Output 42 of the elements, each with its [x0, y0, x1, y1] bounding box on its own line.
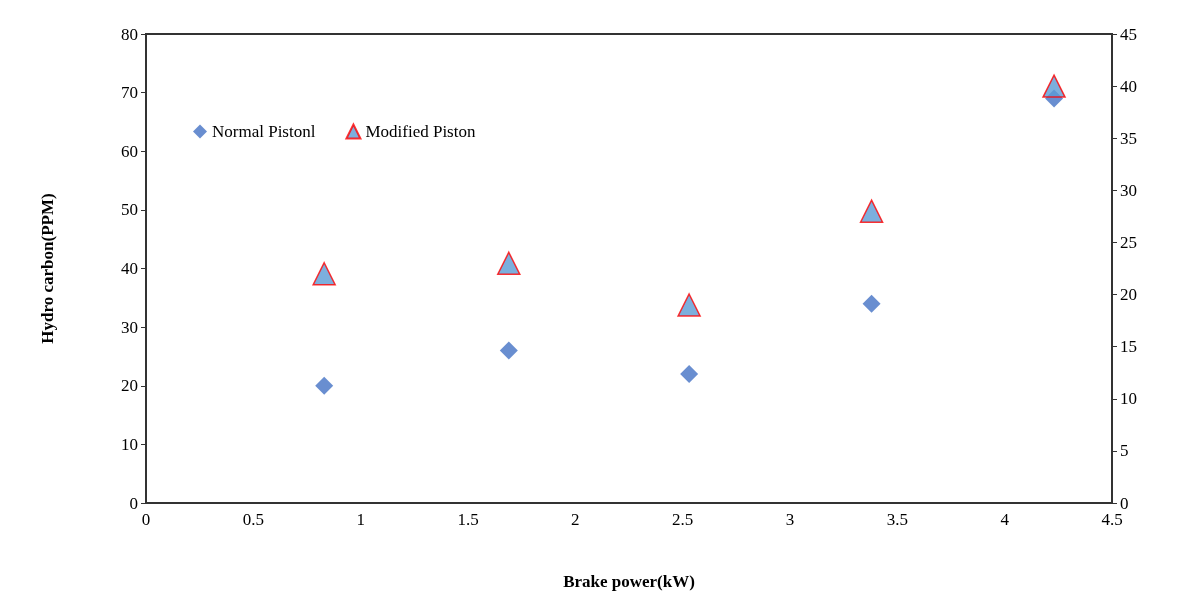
y2-tick-label: 0	[1120, 493, 1129, 513]
y-tick-label: 0	[129, 493, 138, 513]
point	[1042, 74, 1066, 98]
y-tick-label: 20	[121, 376, 138, 396]
point	[315, 376, 334, 395]
y-tick-label: 60	[121, 141, 138, 161]
y-tick-label: 40	[121, 259, 138, 278]
y2-tick-label: 30	[1120, 180, 1137, 200]
y2-tick-label: 45	[1120, 24, 1137, 44]
x-tick-label: 2	[571, 510, 580, 529]
y-tick-label: 50	[121, 200, 138, 220]
x-tick-label: 4.5	[1101, 510, 1123, 529]
x-tick-label: 3	[785, 510, 795, 529]
point	[677, 293, 701, 317]
x-tick-label: 4	[1000, 510, 1010, 529]
x-tick-label: 1.5	[457, 510, 479, 529]
x-tick-label: 2.5	[672, 510, 694, 529]
point	[859, 199, 884, 223]
y2-tick-label: 10	[1120, 389, 1137, 409]
point	[312, 261, 336, 286]
x-tick-label: 0.5	[242, 510, 264, 529]
point	[680, 365, 699, 384]
point	[862, 294, 881, 313]
y2-tick-label: 35	[1120, 128, 1137, 148]
x-tick-label: 0	[141, 510, 151, 529]
point	[497, 251, 521, 276]
y2-tick-label: 25	[1120, 232, 1137, 252]
y-axis-title: Hydro carbon(PPM)	[38, 193, 57, 344]
y-tick-label: 80	[121, 24, 138, 44]
y2-tick-label: 20	[1120, 285, 1137, 305]
x-tick-label: 3.5	[886, 510, 908, 529]
y-tick-label: 10	[121, 434, 138, 454]
point	[499, 341, 518, 360]
x-axis-title: Brake power(kW)	[563, 572, 695, 591]
y-tick-label: 30	[121, 317, 138, 337]
legend-label: Modified Piston	[365, 122, 476, 141]
x-tick-label: 1	[356, 510, 365, 529]
legend-label: Normal Pistonl	[212, 122, 316, 141]
y2-tick-label: 5	[1120, 441, 1129, 461]
y2-tick-label: 15	[1120, 337, 1137, 357]
y2-tick-label: 40	[1120, 76, 1137, 96]
y-tick-label: 70	[121, 83, 138, 103]
